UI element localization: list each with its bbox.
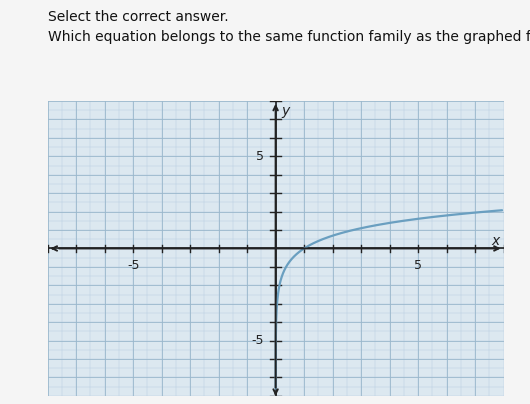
Text: Select the correct answer.: Select the correct answer.: [48, 10, 228, 24]
Text: 5: 5: [414, 259, 422, 271]
Text: Which equation belongs to the same function family as the graphed function?: Which equation belongs to the same funct…: [48, 30, 530, 44]
Text: -5: -5: [127, 259, 139, 271]
Text: y: y: [281, 104, 290, 118]
Text: x: x: [491, 234, 499, 248]
Text: -5: -5: [252, 334, 264, 347]
Text: 5: 5: [256, 150, 264, 163]
